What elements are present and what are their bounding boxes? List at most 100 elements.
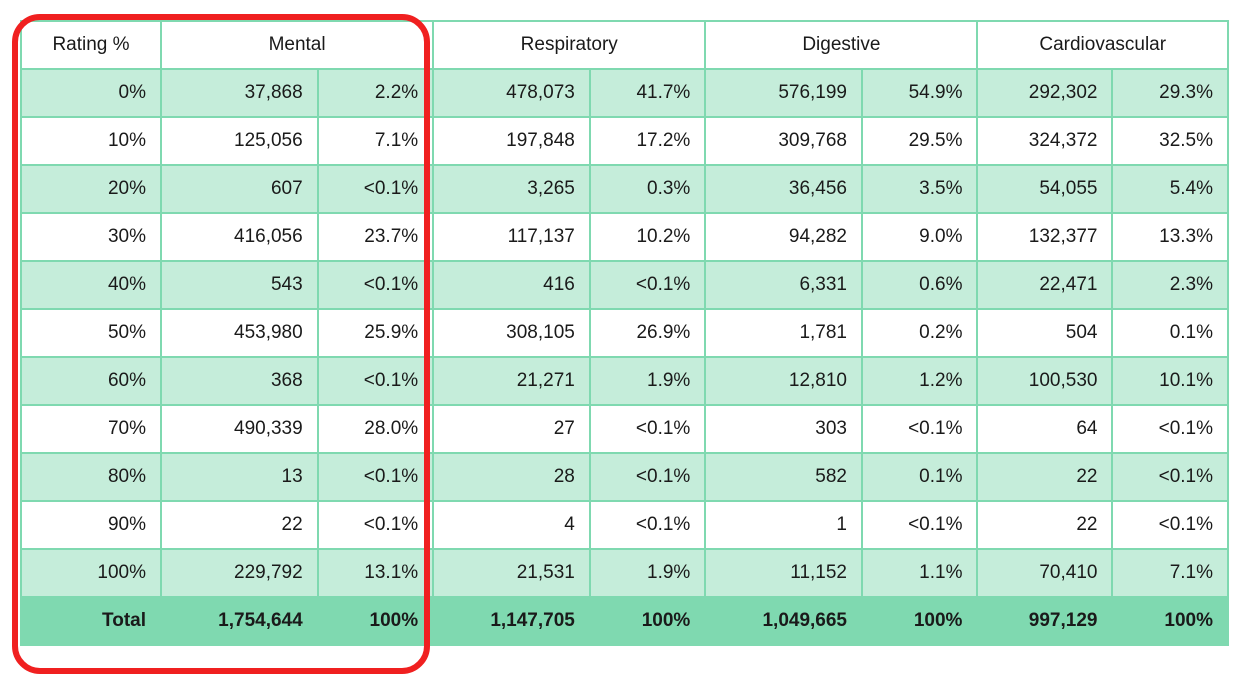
cell-resp_n: 21,531 <box>433 549 590 597</box>
cell-mental_p: <0.1% <box>318 357 433 405</box>
cell-mental_p: 7.1% <box>318 117 433 165</box>
cell-mental_n: 13 <box>161 453 318 501</box>
cell-mental_p: 25.9% <box>318 309 433 357</box>
cell-mental_p: 13.1% <box>318 549 433 597</box>
cell-dig_p: 0.2% <box>862 309 977 357</box>
cell-cardio_n: 292,302 <box>977 69 1112 117</box>
cell-resp_p: <0.1% <box>590 261 705 309</box>
table-row: 80%13<0.1%28<0.1%5820.1%22<0.1% <box>21 453 1228 501</box>
cell-resp_n: 197,848 <box>433 117 590 165</box>
cell-mental_n: 125,056 <box>161 117 318 165</box>
table-row: 10%125,0567.1%197,84817.2%309,76829.5%32… <box>21 117 1228 165</box>
total-mental_n: 1,754,644 <box>161 597 318 645</box>
cell-resp_n: 478,073 <box>433 69 590 117</box>
ratings-table: Rating % Mental Respiratory Digestive Ca… <box>20 20 1229 646</box>
table-row: 100%229,79213.1%21,5311.9%11,1521.1%70,4… <box>21 549 1228 597</box>
cell-resp_n: 28 <box>433 453 590 501</box>
cell-cardio_p: <0.1% <box>1112 501 1228 549</box>
cell-rating: 10% <box>21 117 161 165</box>
cell-mental_p: 23.7% <box>318 213 433 261</box>
cell-rating: 70% <box>21 405 161 453</box>
table-row: 50%453,98025.9%308,10526.9%1,7810.2%5040… <box>21 309 1228 357</box>
cell-dig_n: 94,282 <box>705 213 862 261</box>
table-row: 20%607<0.1%3,2650.3%36,4563.5%54,0555.4% <box>21 165 1228 213</box>
cell-rating: 40% <box>21 261 161 309</box>
cell-cardio_n: 70,410 <box>977 549 1112 597</box>
cell-resp_n: 21,271 <box>433 357 590 405</box>
cell-rating: 30% <box>21 213 161 261</box>
cell-resp_n: 27 <box>433 405 590 453</box>
cell-rating: 50% <box>21 309 161 357</box>
cell-rating: 0% <box>21 69 161 117</box>
total-resp_n: 1,147,705 <box>433 597 590 645</box>
total-cardio_n: 997,129 <box>977 597 1112 645</box>
cell-cardio_p: 32.5% <box>1112 117 1228 165</box>
cell-resp_n: 117,137 <box>433 213 590 261</box>
cell-resp_p: 17.2% <box>590 117 705 165</box>
cell-cardio_p: <0.1% <box>1112 405 1228 453</box>
cell-dig_n: 582 <box>705 453 862 501</box>
cell-rating: 100% <box>21 549 161 597</box>
cell-dig_n: 11,152 <box>705 549 862 597</box>
cell-mental_n: 37,868 <box>161 69 318 117</box>
cell-dig_n: 12,810 <box>705 357 862 405</box>
cell-mental_p: <0.1% <box>318 501 433 549</box>
cell-cardio_p: 7.1% <box>1112 549 1228 597</box>
table-row: 0%37,8682.2%478,07341.7%576,19954.9%292,… <box>21 69 1228 117</box>
total-mental_p: 100% <box>318 597 433 645</box>
cell-dig_n: 303 <box>705 405 862 453</box>
cell-dig_p: 1.2% <box>862 357 977 405</box>
cell-resp_n: 4 <box>433 501 590 549</box>
cell-dig_p: <0.1% <box>862 501 977 549</box>
cell-cardio_n: 22 <box>977 501 1112 549</box>
total-cardio_p: 100% <box>1112 597 1228 645</box>
cell-resp_p: <0.1% <box>590 453 705 501</box>
cell-dig_p: 1.1% <box>862 549 977 597</box>
cell-dig_n: 309,768 <box>705 117 862 165</box>
table-container: Rating % Mental Respiratory Digestive Ca… <box>20 20 1229 646</box>
cell-resp_n: 416 <box>433 261 590 309</box>
cell-dig_p: 54.9% <box>862 69 977 117</box>
cell-mental_n: 607 <box>161 165 318 213</box>
cell-dig_p: <0.1% <box>862 405 977 453</box>
cell-rating: 20% <box>21 165 161 213</box>
cell-cardio_n: 54,055 <box>977 165 1112 213</box>
cell-dig_p: 9.0% <box>862 213 977 261</box>
cell-resp_p: 1.9% <box>590 549 705 597</box>
cell-dig_n: 36,456 <box>705 165 862 213</box>
cell-cardio_n: 324,372 <box>977 117 1112 165</box>
cell-mental_n: 543 <box>161 261 318 309</box>
cell-cardio_p: 0.1% <box>1112 309 1228 357</box>
cell-dig_n: 6,331 <box>705 261 862 309</box>
total-dig_n: 1,049,665 <box>705 597 862 645</box>
cell-dig_n: 1 <box>705 501 862 549</box>
cell-cardio_n: 132,377 <box>977 213 1112 261</box>
cell-resp_n: 308,105 <box>433 309 590 357</box>
cell-cardio_n: 22,471 <box>977 261 1112 309</box>
cell-cardio_p: <0.1% <box>1112 453 1228 501</box>
total-dig_p: 100% <box>862 597 977 645</box>
cell-cardio_n: 100,530 <box>977 357 1112 405</box>
col-digestive: Digestive <box>705 21 977 69</box>
col-respiratory: Respiratory <box>433 21 705 69</box>
col-mental: Mental <box>161 21 433 69</box>
cell-cardio_n: 504 <box>977 309 1112 357</box>
cell-mental_p: <0.1% <box>318 453 433 501</box>
cell-cardio_p: 10.1% <box>1112 357 1228 405</box>
table-row: 40%543<0.1%416<0.1%6,3310.6%22,4712.3% <box>21 261 1228 309</box>
table-row: 90%22<0.1%4<0.1%1<0.1%22<0.1% <box>21 501 1228 549</box>
cell-dig_p: 3.5% <box>862 165 977 213</box>
table-row: 70%490,33928.0%27<0.1%303<0.1%64<0.1% <box>21 405 1228 453</box>
cell-cardio_p: 5.4% <box>1112 165 1228 213</box>
cell-resp_p: 10.2% <box>590 213 705 261</box>
cell-cardio_p: 13.3% <box>1112 213 1228 261</box>
cell-mental_n: 368 <box>161 357 318 405</box>
cell-rating: 80% <box>21 453 161 501</box>
cell-resp_p: <0.1% <box>590 405 705 453</box>
cell-resp_n: 3,265 <box>433 165 590 213</box>
total-label: Total <box>21 597 161 645</box>
cell-mental_p: 28.0% <box>318 405 433 453</box>
cell-rating: 60% <box>21 357 161 405</box>
cell-resp_p: 41.7% <box>590 69 705 117</box>
col-rating: Rating % <box>21 21 161 69</box>
